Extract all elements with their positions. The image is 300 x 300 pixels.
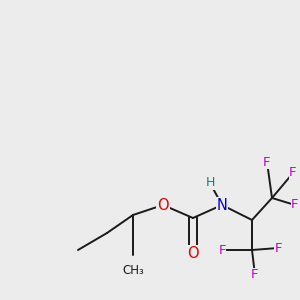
Text: O: O [187,245,199,260]
Text: F: F [289,167,297,179]
Text: O: O [157,197,169,212]
Text: N: N [217,197,227,212]
Text: H: H [205,176,215,190]
Text: F: F [291,199,299,212]
Text: CH₃: CH₃ [122,263,144,277]
Text: F: F [263,155,271,169]
Text: F: F [274,242,282,254]
Text: F: F [218,244,226,256]
Text: F: F [251,268,259,281]
